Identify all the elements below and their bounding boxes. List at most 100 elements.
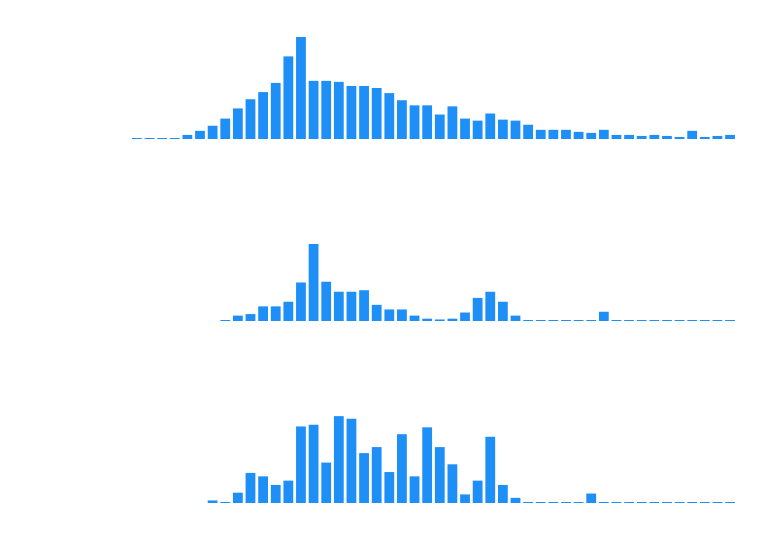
- histogram-bar: [409, 315, 420, 321]
- histogram-bar: [548, 320, 559, 321]
- histogram-bar: [699, 320, 710, 321]
- histogram-bar: [422, 105, 433, 139]
- histogram-bar: [283, 480, 294, 503]
- histogram-bar: [523, 320, 534, 321]
- histogram-bar: [624, 134, 634, 139]
- histogram-bar: [220, 118, 231, 139]
- histogram-bar: [207, 500, 218, 503]
- histogram-bar: [371, 304, 382, 321]
- histogram-bar: [422, 318, 433, 321]
- histogram-bar: [649, 320, 660, 321]
- histogram-bar: [523, 502, 534, 503]
- histogram-bar: [561, 129, 571, 139]
- histogram-bar: [321, 281, 332, 321]
- histogram-bar: [497, 301, 508, 321]
- histogram-bar: [674, 502, 685, 503]
- histogram-bar: [472, 297, 483, 321]
- histogram-bar: [245, 99, 256, 139]
- histogram-bar: [699, 502, 710, 503]
- histogram-bar: [220, 502, 231, 503]
- histogram-bar: [447, 464, 458, 503]
- histogram-bar: [460, 312, 470, 321]
- histogram-bar: [333, 81, 344, 139]
- histogram-bar: [207, 125, 218, 139]
- histogram-bar: [485, 436, 496, 503]
- histogram-bar: [371, 447, 382, 503]
- histogram-bar: [586, 132, 597, 139]
- histogram-bar: [573, 320, 584, 321]
- histogram-bar: [725, 502, 735, 503]
- histogram-bar: [662, 502, 672, 503]
- histogram-bar: [169, 138, 180, 139]
- histogram-bar: [308, 424, 319, 503]
- histogram-bar: [611, 134, 622, 139]
- histogram-bar: [662, 135, 672, 139]
- histogram-bar: [649, 134, 660, 139]
- histogram-bar: [283, 301, 294, 321]
- histogram-bar: [573, 131, 584, 139]
- histogram-bar: [296, 282, 306, 321]
- histogram-bar: [409, 105, 420, 139]
- histogram-bar: [434, 447, 445, 503]
- histogram-bar: [485, 291, 496, 321]
- histogram-bar: [598, 311, 609, 321]
- histogram-bar: [561, 502, 571, 503]
- histogram-bar: [397, 309, 407, 321]
- histogram-bar: [573, 502, 584, 503]
- histogram-bar: [359, 453, 369, 503]
- histogram-bar: [535, 129, 546, 139]
- histogram-bar: [460, 494, 470, 503]
- histogram-bar: [636, 320, 647, 321]
- histogram-bar: [687, 502, 698, 503]
- histogram-bar: [384, 472, 395, 503]
- histogram-bar: [371, 88, 382, 139]
- histogram-bar: [510, 315, 521, 321]
- histogram-bar: [144, 138, 155, 139]
- histogram-bar: [258, 476, 268, 503]
- histogram-bar: [535, 320, 546, 321]
- histogram-panel-2: [220, 244, 735, 321]
- histogram-bar: [447, 318, 458, 321]
- histogram-bar: [636, 502, 647, 503]
- histogram-bar: [510, 120, 521, 139]
- histogram-bar: [712, 502, 723, 503]
- histogram-bar: [611, 502, 622, 503]
- histogram-bar: [157, 138, 168, 139]
- histogram-bar: [397, 100, 407, 139]
- histogram-bar: [535, 502, 546, 503]
- histogram-bar: [270, 484, 281, 503]
- histogram-bar: [359, 85, 369, 139]
- histogram-bar: [586, 320, 597, 321]
- histogram-bar: [687, 320, 698, 321]
- histogram-bar: [359, 290, 369, 321]
- histogram-bar: [548, 502, 559, 503]
- histogram-bar: [624, 502, 634, 503]
- histogram-bar: [472, 120, 483, 139]
- histogram-bar: [561, 320, 571, 321]
- histogram-bar: [434, 114, 445, 139]
- histogram-bar: [674, 136, 685, 139]
- histogram-bar: [598, 129, 609, 139]
- histogram-bar: [308, 80, 319, 139]
- histogram-bar: [346, 85, 357, 139]
- histogram-bar: [258, 92, 268, 139]
- histogram-bar: [725, 134, 735, 139]
- histogram-bar: [346, 418, 357, 503]
- histogram-bar: [497, 484, 508, 503]
- histogram-bar: [472, 480, 483, 503]
- histogram-bar: [662, 320, 672, 321]
- histogram-bar: [321, 462, 332, 503]
- histogram-panel-3: [207, 416, 735, 503]
- histogram-bar: [687, 130, 698, 139]
- histogram-bar: [586, 493, 597, 503]
- histogram-bar: [258, 306, 268, 321]
- histogram-bar: [460, 118, 470, 139]
- histogram-bar: [510, 497, 521, 503]
- histogram-bar: [232, 108, 243, 139]
- histogram-bar: [548, 129, 559, 139]
- histogram-bar: [195, 130, 205, 139]
- histogram-bar: [245, 314, 256, 321]
- histogram-bar: [232, 492, 243, 503]
- histogram-bar: [712, 320, 723, 321]
